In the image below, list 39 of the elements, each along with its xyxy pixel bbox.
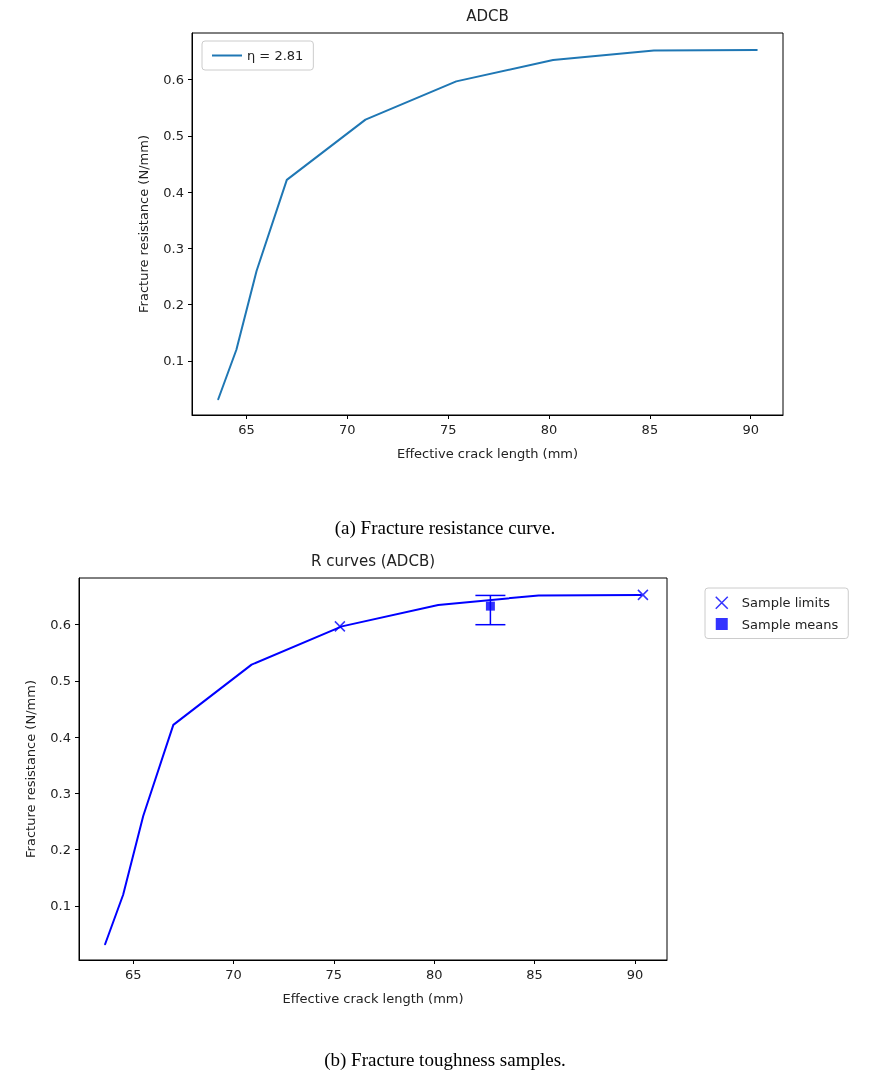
x-tick-label: 80 — [425, 967, 443, 982]
y-tick-label: 0.1 — [50, 898, 71, 914]
x-axis-title: Effective crack length (mm) — [282, 991, 464, 1006]
y-tick-label: 0.5 — [163, 128, 184, 144]
y-tick-label: 0.1 — [163, 353, 184, 369]
point — [637, 589, 649, 601]
y-tick-label: 0.2 — [163, 297, 184, 313]
legend-label: Sample means — [741, 616, 839, 632]
text: (b) Fracture toughness samples. — [324, 1049, 566, 1071]
y-tick-label: 0.6 — [50, 617, 71, 633]
y-tick-label: 0.4 — [50, 729, 71, 745]
chart-title: R curves (ADCB) — [310, 551, 436, 570]
legend-label: η = 2.81 — [247, 48, 304, 63]
x-tick-label: 90 — [626, 967, 644, 982]
x-tick-label: 70 — [339, 422, 356, 437]
y-axis-title: Fracture resistance (N/mm) — [136, 135, 151, 313]
x-tick-label: 85 — [526, 967, 543, 982]
chart-title: ADCB — [466, 6, 509, 25]
y-axis-title: Fracture resistance (N/mm) — [23, 680, 38, 858]
y-tick-label: 0.5 — [50, 673, 71, 689]
x-tick-label: 65 — [238, 422, 255, 437]
x-tick-label: 75 — [439, 422, 457, 437]
x-tick-label: 75 — [325, 967, 343, 982]
x-tick-label: 70 — [225, 967, 242, 982]
y-tick-label: 0.3 — [163, 240, 184, 256]
y-tick-label: 0.3 — [50, 785, 71, 801]
y-tick-label: 0.2 — [50, 842, 71, 858]
x-tick-label: 90 — [742, 422, 759, 437]
text: (a) Fracture resistance curve. — [334, 517, 556, 539]
x-tick-label: 85 — [641, 422, 659, 437]
x-tick-label: 65 — [124, 967, 142, 982]
x-axis-title: Effective crack length (mm) — [396, 446, 579, 461]
point — [485, 601, 495, 611]
y-tick-label: 0.4 — [163, 184, 184, 200]
y-tick-label: 0.6 — [163, 72, 184, 88]
line-series — [217, 48, 758, 401]
x-tick-label: 80 — [540, 422, 558, 437]
legend-label: Sample limits — [741, 595, 831, 611]
point — [334, 620, 346, 633]
